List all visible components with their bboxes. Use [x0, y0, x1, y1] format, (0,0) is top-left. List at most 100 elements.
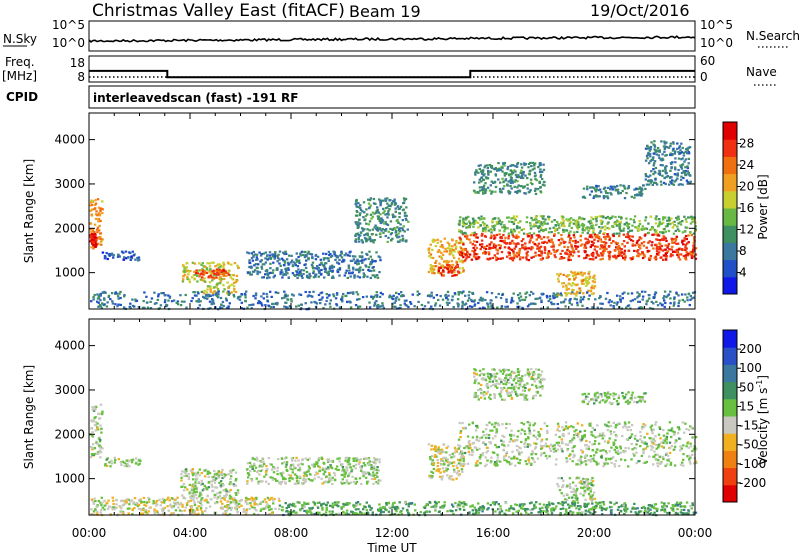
heatmap-cell: [259, 469, 262, 473]
heatmap-cell: [671, 153, 674, 156]
heatmap-cell: [547, 252, 550, 255]
heatmap-cell: [687, 446, 690, 449]
heatmap-cell: [609, 185, 612, 188]
heatmap-cell: [233, 290, 236, 293]
heatmap-cell: [613, 254, 617, 257]
heatmap-cell: [630, 458, 633, 461]
heatmap-cell: [662, 235, 665, 238]
heatmap-cell: [136, 256, 139, 260]
heatmap-cell: [397, 298, 401, 301]
heatmap-cell: [327, 250, 331, 253]
heatmap-cell: [644, 447, 647, 450]
heatmap-cell: [111, 300, 114, 303]
heatmap-cell: [376, 276, 380, 279]
heatmap-cell: [617, 244, 621, 248]
heatmap-cell: [509, 301, 513, 304]
heatmap-cell: [295, 305, 298, 308]
heatmap-cell: [438, 262, 441, 265]
heatmap-cell: [252, 270, 256, 273]
heatmap-cell: [689, 250, 692, 254]
heatmap-cell: [456, 298, 460, 301]
heatmap-cell: [491, 225, 494, 228]
heatmap-cell: [484, 235, 487, 238]
heatmap-cell: [355, 214, 359, 217]
heatmap-cell: [542, 181, 546, 184]
heatmap-cell: [246, 271, 250, 274]
heatmap-cell: [449, 475, 452, 478]
heatmap-cell: [516, 180, 519, 183]
heatmap-cell: [684, 422, 687, 425]
heatmap-cell: [669, 223, 672, 226]
heatmap-cell: [617, 252, 621, 255]
heatmap-cell: [528, 421, 532, 424]
heatmap-cell: [621, 243, 624, 246]
heatmap-cell: [364, 258, 367, 261]
heatmap-cell: [657, 459, 660, 462]
heatmap-cell: [253, 264, 256, 267]
heatmap-cell: [354, 477, 357, 480]
heatmap-cell: [621, 292, 624, 295]
heatmap-cell: [616, 248, 620, 251]
heatmap-cell: [369, 255, 372, 258]
heatmap-cell: [97, 452, 100, 455]
heatmap-cell: [653, 145, 657, 148]
heatmap-cell: [537, 236, 540, 239]
heatmap-cell: [472, 234, 476, 237]
heatmap-cell: [315, 267, 319, 270]
heatmap-cell: [401, 293, 404, 297]
heatmap-cell: [642, 184, 645, 187]
heatmap-cell: [525, 258, 529, 261]
heatmap-cell: [453, 250, 456, 253]
heatmap-cell: [229, 496, 233, 499]
heatmap-cell: [599, 238, 602, 241]
heatmap-cell: [529, 181, 533, 184]
heatmap-cell: [678, 299, 681, 302]
heatmap-cell: [322, 257, 326, 260]
heatmap-cell: [521, 244, 524, 247]
heatmap-cell: [639, 187, 642, 190]
heatmap-cell: [188, 491, 192, 494]
heatmap-cell: [313, 465, 316, 468]
heatmap-cell: [635, 250, 639, 253]
heatmap-cell: [505, 427, 508, 430]
heatmap-cell: [692, 217, 696, 220]
heatmap-cell: [307, 465, 311, 468]
heatmap-cell: [596, 306, 599, 309]
heatmap-cell: [131, 304, 135, 307]
heatmap-cell: [270, 295, 273, 298]
heatmap-cell: [616, 301, 619, 304]
heatmap-cell: [681, 298, 684, 302]
heatmap-cell: [608, 458, 612, 461]
heatmap-cell: [401, 229, 405, 232]
heatmap-cell: [682, 176, 685, 180]
heatmap-cell: [608, 227, 611, 230]
heatmap-cell: [473, 240, 476, 243]
heatmap-cell: [531, 246, 534, 249]
heatmap-cell: [619, 192, 622, 195]
heatmap-cell: [183, 273, 187, 276]
heatmap-cell: [567, 232, 571, 235]
heatmap-cell: [191, 297, 194, 300]
heatmap-cell: [654, 453, 657, 456]
heatmap-cell: [499, 257, 503, 260]
heatmap-cell: [361, 240, 364, 243]
heatmap-cell: [363, 234, 366, 237]
heatmap-cell: [406, 228, 409, 231]
heatmap-cell: [452, 256, 456, 259]
heatmap-cell: [308, 272, 311, 275]
heatmap-cell: [352, 480, 356, 483]
heatmap-cell: [450, 266, 453, 269]
heatmap-cell: [636, 249, 640, 252]
heatmap-cell: [452, 461, 456, 464]
heatmap-cell: [581, 196, 585, 199]
heatmap-cell: [193, 487, 196, 490]
heatmap-cell: [244, 294, 247, 297]
heatmap-cell: [669, 461, 673, 464]
heatmap-cell: [471, 222, 474, 225]
heatmap-cell: [358, 267, 361, 270]
heatmap-cell: [509, 181, 513, 185]
heatmap-cell: [314, 253, 318, 257]
heatmap-cell: [435, 265, 438, 268]
heatmap-cell: [509, 185, 512, 188]
heatmap-cell: [514, 254, 517, 257]
